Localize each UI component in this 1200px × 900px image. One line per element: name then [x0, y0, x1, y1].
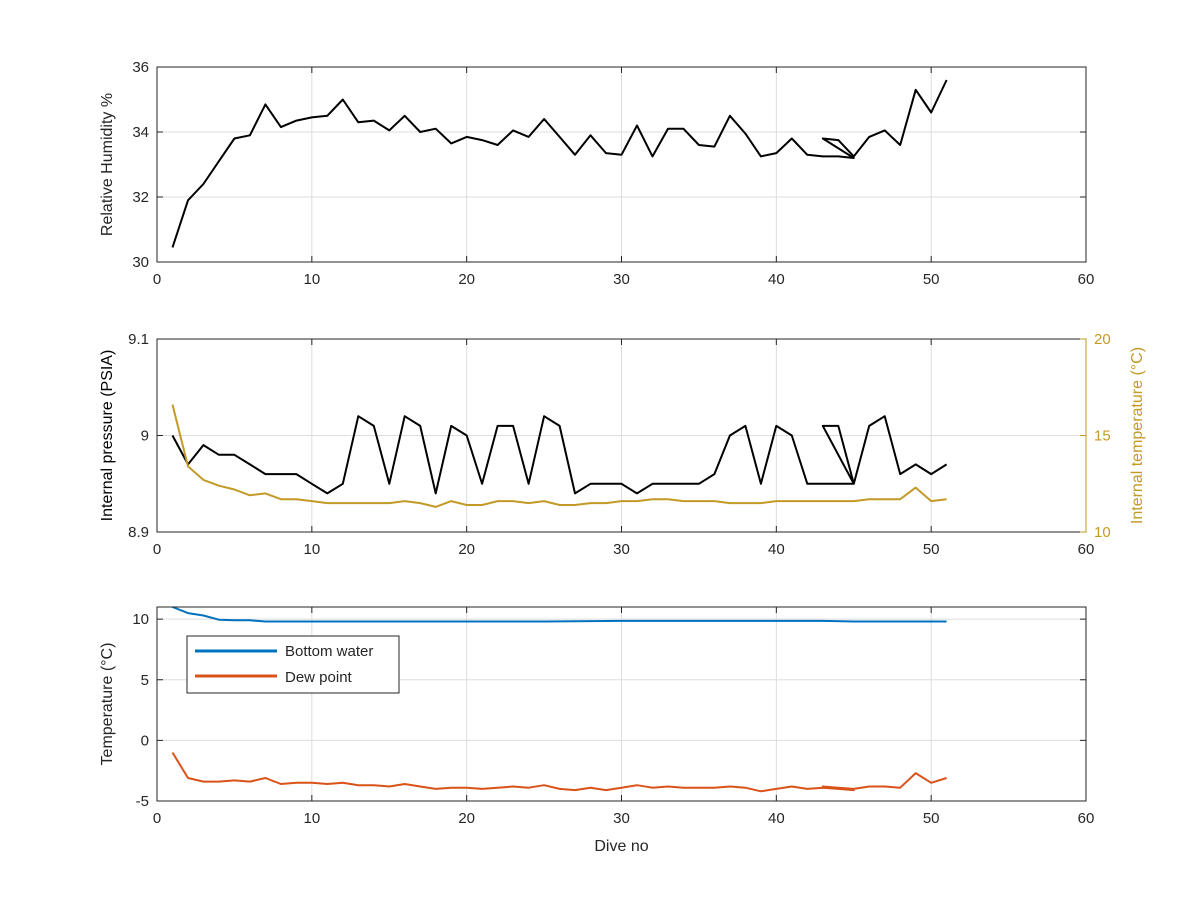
temperature-series [171, 606, 947, 793]
pressure-grid [156, 338, 1087, 533]
y-right-tick-label: 20 [1094, 331, 1111, 348]
y-right-tick-label: 15 [1094, 428, 1111, 445]
y-tick-label: 9.1 [128, 331, 149, 348]
y-tick-label: -5 [136, 793, 149, 810]
humidity-panel: 0 10 20 30 40 50 60 30 32 34 36 Relative Humidity … [99, 59, 1094, 288]
x-tick-label: 50 [923, 271, 940, 288]
x-tick-label: 0 [153, 541, 161, 558]
x-tick-label: 40 [768, 541, 785, 558]
humidity-grid [156, 66, 1087, 263]
legend-label-dew-point: Dew point [285, 669, 353, 686]
pressure-panel: 0 10 20 30 40 50 60 8.9 9 9.1 10 15 20 Internal pres… [99, 331, 1146, 558]
x-tick-label: 10 [303, 810, 320, 827]
x-tick-label: 60 [1078, 810, 1095, 827]
y-tick-label: 30 [132, 254, 149, 271]
temperature-ylabel-right: Internal temperature (°C) [1129, 347, 1146, 524]
temperature-legend: Bottom water Dew point [186, 635, 400, 694]
y-tick-label: 5 [141, 672, 149, 689]
x-tick-label: 30 [613, 541, 630, 558]
x-tick-label: 20 [458, 271, 475, 288]
y-tick-label: 9 [141, 428, 149, 445]
x-tick-label: 40 [768, 271, 785, 288]
x-tick-label: 10 [303, 541, 320, 558]
pressure-ylabel: Internal pressure (PSIA) [99, 350, 116, 522]
humidity-ticks: 0 10 20 30 40 50 60 30 32 34 36 [132, 59, 1094, 288]
y-tick-label: 8.9 [128, 524, 149, 541]
x-tick-label: 30 [613, 271, 630, 288]
pressure-ticks: 0 10 20 30 40 50 60 8.9 9 9.1 10 15 20 [128, 331, 1111, 558]
x-tick-label: 40 [768, 810, 785, 827]
y-tick-label: 34 [132, 124, 149, 141]
humidity-series [171, 79, 948, 248]
dew-point-line [171, 751, 947, 793]
humidity-line [171, 79, 948, 248]
internal-temperature-line [171, 404, 947, 508]
x-tick-label: 10 [303, 271, 320, 288]
x-tick-label: 20 [458, 810, 475, 827]
y-right-tick-label: 10 [1094, 524, 1111, 541]
dive-no-xlabel: Dive no [594, 838, 648, 855]
internal-pressure-line [171, 415, 948, 495]
x-tick-label: 0 [153, 810, 161, 827]
y-tick-label: 36 [132, 59, 149, 76]
bottom-water-line [172, 606, 947, 623]
humidity-ylabel: Relative Humidity % [99, 93, 116, 236]
x-tick-label: 60 [1078, 271, 1095, 288]
x-tick-label: 30 [613, 810, 630, 827]
x-tick-label: 50 [923, 810, 940, 827]
y-tick-label: 10 [132, 611, 149, 628]
x-tick-label: 60 [1078, 541, 1095, 558]
temperature-ylabel: Temperature (°C) [99, 643, 116, 766]
legend-label-bottom-water: Bottom water [285, 643, 373, 660]
x-tick-label: 50 [923, 541, 940, 558]
x-tick-label: 20 [458, 541, 475, 558]
y-tick-label: 32 [132, 189, 149, 206]
x-tick-label: 0 [153, 271, 161, 288]
pressure-series [171, 404, 948, 508]
y-tick-label: 0 [141, 732, 149, 749]
legend-box [186, 635, 400, 694]
